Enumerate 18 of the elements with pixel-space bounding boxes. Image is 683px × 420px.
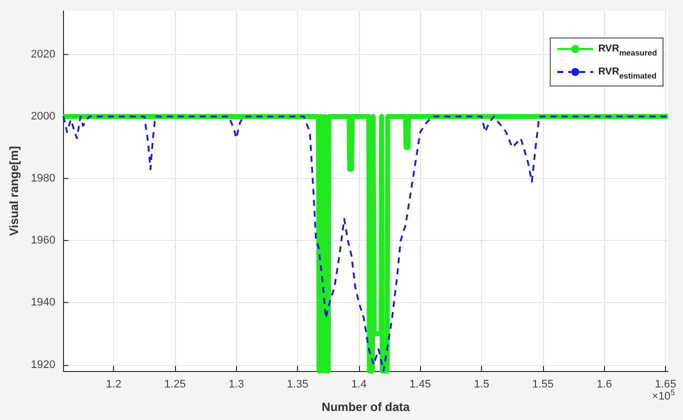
x-tick-label: 1.6 (596, 378, 612, 390)
x-tick-label: 1.55 (532, 378, 554, 390)
x-tick-label: 1.3 (228, 378, 244, 390)
x-tick-label: 1.2 (106, 378, 122, 390)
y-axis-title: Visual range[m] (7, 146, 21, 236)
y-tick-label: 1980 (30, 172, 56, 185)
x-tick-label: 1.5 (474, 378, 490, 390)
y-tick-label: 1960 (30, 234, 56, 247)
y-tick-label: 2000 (30, 110, 56, 123)
y-tick-label: 2020 (30, 48, 56, 60)
x-tick-label: 1.65 (654, 378, 676, 390)
x-axis-title: Number of data (322, 400, 410, 414)
x-tick-label: 1.4 (351, 378, 367, 390)
x-tick-label: 1.45 (410, 378, 431, 390)
x-tick-label: 1.25 (164, 378, 186, 390)
x-tick-label: 1.35 (286, 378, 308, 390)
y-tick-label: 1940 (30, 296, 56, 309)
y-tick-label: 1920 (30, 358, 56, 371)
